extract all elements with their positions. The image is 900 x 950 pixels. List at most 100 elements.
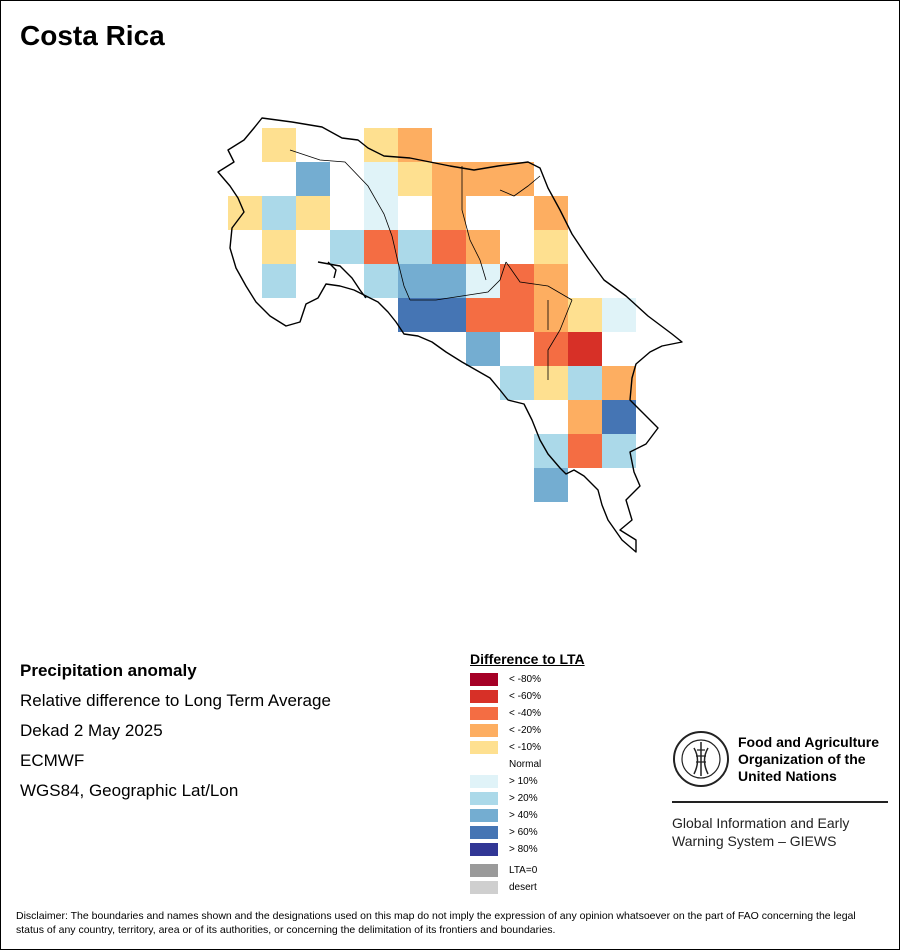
anomaly-cell: [534, 264, 568, 298]
legend-swatch: [470, 758, 498, 771]
legend-item: > 80%: [470, 841, 585, 858]
anomaly-cell: [228, 196, 262, 230]
fao-divider: [672, 801, 888, 803]
legend-item: < -60%: [470, 688, 585, 705]
anomaly-cell: [568, 332, 602, 366]
anomaly-cell: [568, 366, 602, 400]
legend-label: desert: [509, 882, 537, 893]
legend-item: < -20%: [470, 722, 585, 739]
anomaly-cell: [262, 230, 296, 264]
anomaly-cell: [568, 298, 602, 332]
disclaimer: Disclaimer: The boundaries and names sho…: [16, 910, 856, 936]
legend: Difference to LTA < -80% < -60% < -40% < -2…: [470, 651, 585, 896]
legend-label: < -20%: [509, 725, 541, 736]
legend-label: Normal: [509, 759, 542, 770]
legend-swatch: [470, 881, 498, 894]
anomaly-cell: [296, 162, 330, 196]
legend-item: Normal: [470, 756, 585, 773]
legend-swatch: [470, 809, 498, 822]
anomaly-cell: [534, 230, 568, 264]
anomaly-cell: [500, 264, 534, 298]
anomaly-cell: [262, 264, 296, 298]
legend-swatch: [470, 792, 498, 805]
anomaly-cell: [534, 332, 568, 366]
anomaly-cell: [364, 230, 398, 264]
anomaly-cell: [466, 230, 500, 264]
legend-item: > 60%: [470, 824, 585, 841]
info-line: WGS84, Geographic Lat/Lon: [20, 781, 239, 800]
anomaly-cell: [500, 366, 534, 400]
anomaly-cell: [534, 366, 568, 400]
legend-item: > 10%: [470, 773, 585, 790]
legend-item: desert: [470, 879, 585, 896]
legend-item: LTA=0: [470, 862, 585, 879]
anomaly-cell: [500, 162, 534, 196]
anomaly-cell: [602, 434, 636, 468]
legend-swatch: [470, 741, 498, 754]
legend-label: > 60%: [509, 827, 538, 838]
anomaly-cell: [534, 196, 568, 230]
anomaly-cell: [466, 162, 500, 196]
anomaly-map: [217, 117, 683, 553]
anomaly-cell: [398, 230, 432, 264]
legend-label: < -40%: [509, 708, 541, 719]
legend-swatch: [470, 843, 498, 856]
anomaly-cell: [534, 298, 568, 332]
anomaly-cell: [364, 196, 398, 230]
anomaly-cell: [296, 196, 330, 230]
province-boundaries: [289, 149, 573, 380]
legend-swatch: [470, 707, 498, 720]
legend-label: > 10%: [509, 776, 538, 787]
anomaly-cell: [466, 332, 500, 366]
anomaly-cell: [568, 400, 602, 434]
anomaly-cell: [398, 128, 432, 162]
anomaly-cell: [466, 298, 500, 332]
country-outline: [217, 117, 683, 553]
legend-item: < -80%: [470, 671, 585, 688]
anomaly-cell: [262, 128, 296, 162]
map-info: Precipitation anomaly Relative differenc…: [20, 656, 331, 806]
legend-label: < -80%: [509, 674, 541, 685]
legend-item: < -40%: [470, 705, 585, 722]
legend-label: > 80%: [509, 844, 538, 855]
legend-label: LTA=0: [509, 865, 538, 876]
anomaly-cell: [602, 298, 636, 332]
legend-swatch: [470, 673, 498, 686]
anomaly-cell: [398, 264, 432, 298]
anomaly-cell: [534, 468, 568, 502]
anomaly-cell: [432, 196, 466, 230]
legend-title: Difference to LTA: [470, 651, 585, 667]
anomaly-cell: [602, 400, 636, 434]
anomaly-cell: [432, 162, 466, 196]
anomaly-grid: [228, 128, 636, 502]
legend-swatch: [470, 864, 498, 877]
anomaly-cell: [500, 298, 534, 332]
legend-label: > 20%: [509, 793, 538, 804]
giews-name: Global Information and Early Warning Sys…: [672, 815, 850, 849]
legend-label: < -60%: [509, 691, 541, 702]
info-line: Dekad 2 May 2025: [20, 721, 163, 740]
legend-label: < -10%: [509, 742, 541, 753]
map-title: Costa Rica: [20, 20, 165, 51]
info-heading: Precipitation anomaly: [20, 661, 197, 680]
anomaly-cell: [364, 264, 398, 298]
legend-item: < -10%: [470, 739, 585, 756]
anomaly-cell: [262, 196, 296, 230]
legend-item: > 40%: [470, 807, 585, 824]
fao-name: Food and Agriculture Organization of the…: [738, 734, 880, 784]
anomaly-cell: [432, 264, 466, 298]
anomaly-cell: [432, 298, 466, 332]
anomaly-cell: [330, 230, 364, 264]
legend-swatch: [470, 690, 498, 703]
anomaly-cell: [568, 434, 602, 468]
anomaly-cell: [432, 230, 466, 264]
info-line: ECMWF: [20, 751, 85, 770]
anomaly-cell: [364, 162, 398, 196]
anomaly-cell: [398, 162, 432, 196]
legend-swatch: [470, 775, 498, 788]
anomaly-cell: [398, 298, 432, 332]
legend-item: > 20%: [470, 790, 585, 807]
legend-label: > 40%: [509, 810, 538, 821]
fao-logo-icon: [673, 731, 729, 787]
legend-swatch: [470, 826, 498, 839]
